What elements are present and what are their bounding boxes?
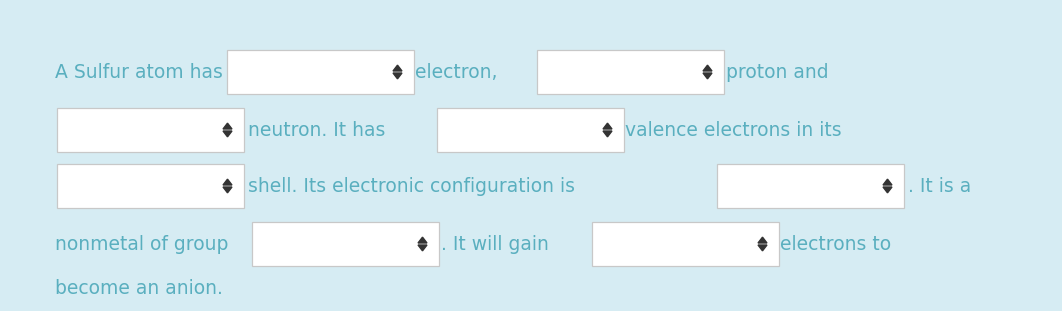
Text: A Sulfur atom has: A Sulfur atom has (55, 63, 223, 81)
Text: neutron. It has: neutron. It has (249, 120, 386, 140)
Polygon shape (758, 237, 767, 243)
FancyBboxPatch shape (226, 50, 413, 94)
FancyBboxPatch shape (56, 164, 243, 208)
Polygon shape (603, 123, 612, 129)
Polygon shape (883, 187, 892, 193)
FancyBboxPatch shape (592, 222, 778, 266)
Text: shell. Its electronic configuration is: shell. Its electronic configuration is (249, 177, 575, 196)
Polygon shape (223, 179, 232, 185)
FancyBboxPatch shape (252, 222, 439, 266)
Text: nonmetal of group: nonmetal of group (55, 234, 228, 253)
FancyBboxPatch shape (56, 108, 243, 152)
Polygon shape (223, 131, 232, 137)
Polygon shape (758, 245, 767, 251)
Polygon shape (603, 131, 612, 137)
Text: valence electrons in its: valence electrons in its (626, 120, 841, 140)
Polygon shape (418, 237, 427, 243)
Polygon shape (393, 65, 402, 71)
FancyBboxPatch shape (717, 164, 904, 208)
Polygon shape (393, 73, 402, 79)
Polygon shape (223, 187, 232, 193)
Polygon shape (703, 65, 712, 71)
Text: . It is a: . It is a (908, 177, 972, 196)
Polygon shape (418, 245, 427, 251)
Polygon shape (703, 73, 712, 79)
Text: proton and: proton and (726, 63, 828, 81)
FancyBboxPatch shape (536, 50, 723, 94)
Polygon shape (223, 123, 232, 129)
Text: electrons to: electrons to (780, 234, 891, 253)
Text: . It will gain: . It will gain (441, 234, 549, 253)
FancyBboxPatch shape (436, 108, 623, 152)
Text: electron,: electron, (415, 63, 497, 81)
Polygon shape (883, 179, 892, 185)
Text: become an anion.: become an anion. (55, 280, 223, 299)
